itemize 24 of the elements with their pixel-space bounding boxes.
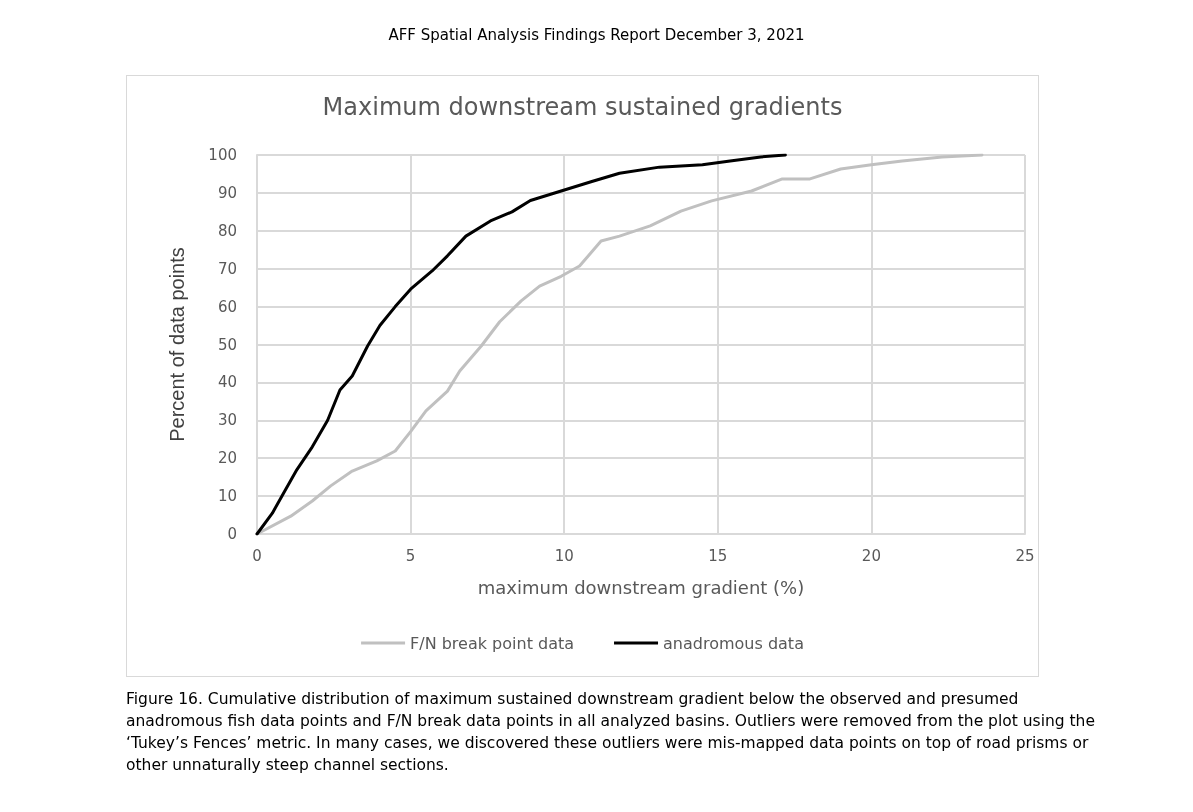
chart-title: Maximum downstream sustained gradients xyxy=(322,93,843,121)
text: AFF Spatial Analysis Findings Report December 3, 2021 xyxy=(387,26,806,44)
x-tick-label: 10 xyxy=(554,546,574,565)
y-tick-label: 40 xyxy=(217,373,237,392)
y-tick-label: 10 xyxy=(217,487,237,506)
y-tick-label: 60 xyxy=(217,297,237,316)
caption: Figure 16. Cumulative distribution of maximum sustained downstream gradient below the observed and presumed anadromous fish data points and F/N break data points in all analyzed basins. Outliers were removed from the plot using the ‘Tukey’s Fences’ metric. In many cases, we discovered these outliers were mis-mapped data points on top of road prisms or other unnaturally steep channel sections. xyxy=(126,689,1096,776)
x-axis-title: maximum downstream gradient (%) xyxy=(477,576,805,598)
x-tick-label: 0 xyxy=(252,546,262,565)
x-tick-label: 20 xyxy=(861,546,881,565)
y-tick-label: 20 xyxy=(217,449,237,468)
y-tick-label: 30 xyxy=(217,411,237,430)
y-tick-label: 50 xyxy=(217,335,237,354)
y-tick-label: 80 xyxy=(217,221,237,240)
y-tick-label: 0 xyxy=(227,525,237,543)
y-tick-label: 70 xyxy=(217,259,237,278)
x-tick-label: 25 xyxy=(1015,546,1035,565)
y-tick-label: 90 xyxy=(217,183,237,202)
y-axis-title: Percent of data points xyxy=(166,247,188,442)
legend-label: anadromous data xyxy=(663,633,804,653)
legend-label: F/N break point data xyxy=(410,633,575,653)
x-tick-label: 15 xyxy=(708,546,728,565)
y-tick-label: 100 xyxy=(208,146,237,164)
x-tick-label: 5 xyxy=(405,546,416,565)
